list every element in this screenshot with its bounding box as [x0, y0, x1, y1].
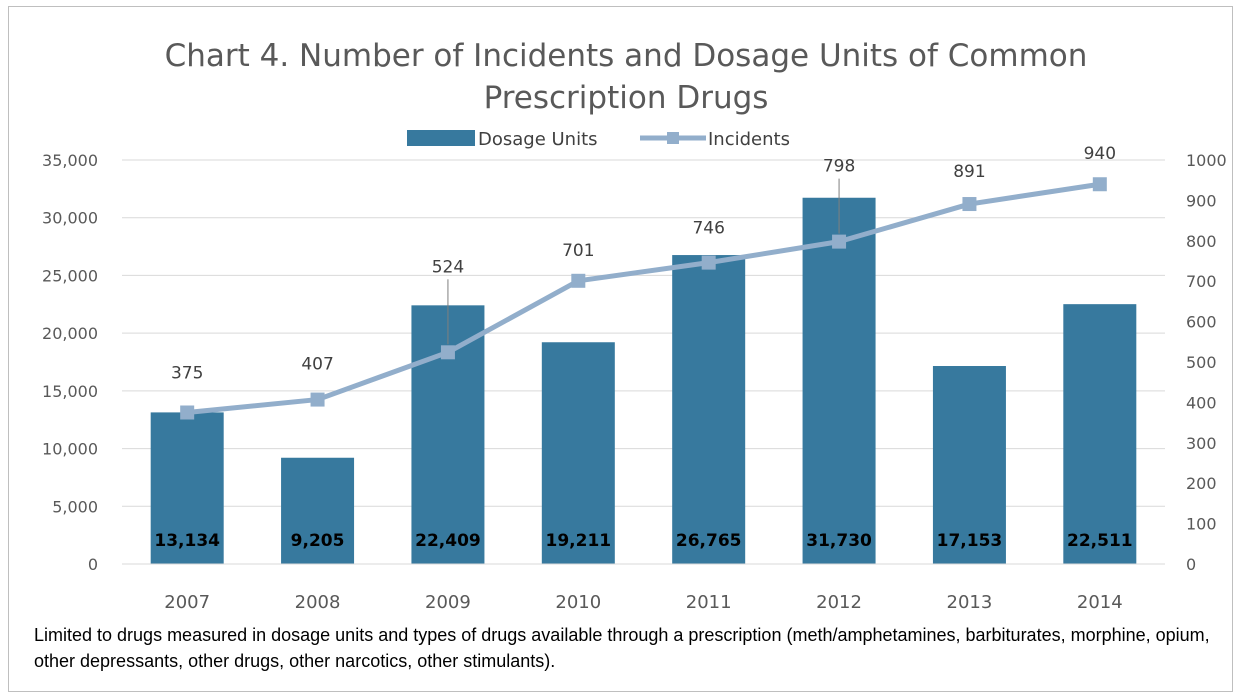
line-data-labels: 375 407 524 701 746 798 891 940 [171, 144, 1116, 383]
left-axis-tick-label: 0 [88, 555, 98, 574]
right-axis-tick-label: 700 [1186, 272, 1217, 291]
bar-data-label: 9,205 [291, 531, 345, 551]
bar-data-label: 22,409 [415, 531, 481, 551]
right-axis-tick-label: 1000 [1186, 151, 1227, 170]
bar-dosage-units [281, 457, 355, 564]
bar-data-label: 19,211 [546, 531, 612, 551]
bar-data-label: 13,134 [154, 531, 220, 551]
bar-data-label: 26,765 [676, 531, 742, 551]
right-axis-tick-label: 300 [1186, 434, 1217, 453]
left-axis-tick-label: 5,000 [52, 497, 98, 516]
chart-title-line2: Prescription Drugs [484, 80, 769, 116]
left-axis-tick-label: 20,000 [42, 324, 98, 343]
left-axis-tick-label: 30,000 [42, 209, 98, 228]
right-axis-tick-label: 800 [1186, 232, 1217, 251]
legend-swatch-dosage-units [407, 130, 475, 146]
incidents-marker [180, 405, 195, 420]
line-series [180, 177, 1107, 420]
right-axis-tick-label: 0 [1186, 555, 1196, 574]
right-axis-tick-label: 900 [1186, 191, 1217, 210]
bar-dosage-units [932, 366, 1006, 564]
right-axis-tick-label: 400 [1186, 393, 1217, 412]
right-axis-tick-label: 200 [1186, 474, 1217, 493]
incidents-marker [310, 392, 325, 407]
left-axis-tick-label: 15,000 [42, 382, 98, 401]
bar-data-label: 22,511 [1067, 531, 1133, 551]
legend-label-dosage-units: Dosage Units [478, 129, 598, 150]
incidents-marker [832, 234, 847, 249]
incidents-marker [962, 197, 977, 212]
bar-series [150, 197, 1137, 565]
legend-swatch-incidents-marker [667, 132, 679, 144]
x-axis-tick-label: 2013 [947, 592, 993, 613]
line-data-label: 701 [562, 241, 594, 261]
x-axis-tick-label: 2007 [164, 592, 210, 613]
line-data-label: 798 [823, 157, 855, 177]
x-axis-tick-label: 2011 [686, 592, 732, 613]
left-axis-tick-label: 35,000 [42, 151, 98, 170]
chart-footnote: Limited to drugs measured in dosage unit… [34, 625, 1210, 671]
left-axis-tick-label: 25,000 [42, 266, 98, 285]
right-axis-tick-label: 100 [1186, 515, 1217, 534]
x-axis: 2007 2008 2009 2010 2011 2012 2013 2014 [122, 563, 1165, 613]
line-data-label: 891 [953, 162, 985, 182]
x-axis-tick-label: 2008 [295, 592, 341, 613]
x-axis-tick-label: 2009 [425, 592, 471, 613]
right-axis-tick-label: 500 [1186, 353, 1217, 372]
line-data-label: 524 [432, 257, 464, 277]
incidents-marker [571, 273, 586, 288]
leader-lines [447, 178, 840, 345]
right-y-axis: 0 100 200 300 400 500 600 700 800 900 1000 [1186, 151, 1227, 574]
line-data-label: 375 [171, 364, 203, 384]
line-data-label: 746 [692, 219, 724, 239]
left-axis-tick-label: 10,000 [42, 440, 98, 459]
bar-data-labels: 13,134 9,205 22,409 19,211 26,765 31,730 17,15… [154, 531, 1132, 551]
line-data-label: 407 [301, 355, 333, 375]
gridlines [122, 159, 1165, 565]
bar-dosage-units [541, 342, 615, 564]
x-axis-tick-label: 2014 [1077, 592, 1123, 613]
incidents-marker [1092, 177, 1107, 192]
chart-title-line1: Chart 4. Number of Incidents and Dosage … [165, 38, 1088, 74]
bar-dosage-units [672, 255, 746, 565]
incidents-line [186, 181, 1101, 415]
legend-label-incidents: Incidents [708, 129, 790, 150]
legend: Dosage Units Incidents [407, 129, 790, 150]
incidents-marker [440, 345, 455, 360]
bar-dosage-units [150, 412, 224, 564]
bar-data-label: 31,730 [806, 531, 872, 551]
left-y-axis: 0 5,000 10,000 15,000 20,000 25,000 30,000 35,0… [42, 151, 98, 574]
bar-data-label: 17,153 [937, 531, 1003, 551]
chart-frame [8, 6, 1233, 692]
right-axis-tick-label: 600 [1186, 313, 1217, 332]
bar-dosage-units [802, 197, 876, 564]
bar-dosage-units [1063, 304, 1137, 564]
line-data-label: 940 [1084, 144, 1116, 164]
x-axis-tick-label: 2012 [816, 592, 862, 613]
x-axis-tick-label: 2010 [555, 592, 601, 613]
incidents-marker [701, 255, 716, 270]
